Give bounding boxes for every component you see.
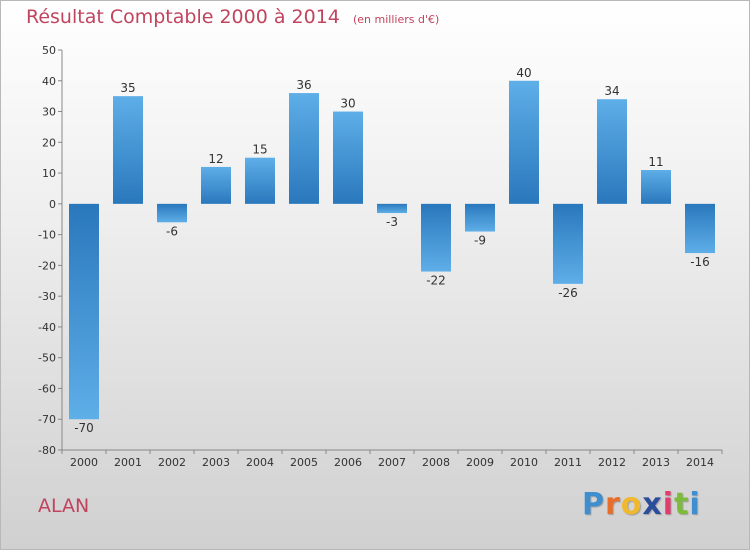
x-tick-label: 2007 — [378, 456, 406, 469]
value-label: 15 — [252, 143, 267, 157]
chart-unit: (en milliers d'€) — [352, 13, 440, 26]
value-label: 40 — [516, 66, 531, 80]
logo-letter: r — [605, 487, 621, 522]
x-tick-label: 2014 — [686, 456, 714, 469]
value-label: 12 — [208, 152, 223, 166]
x-tick-label: 2008 — [422, 456, 450, 469]
proxiti-logo: Proxiti — [582, 487, 701, 522]
logo-letter: P — [582, 487, 605, 522]
value-label: -70 — [74, 421, 94, 435]
bar — [157, 203, 187, 223]
chart-title-row: Résultat Comptable 2000 à 2014 (en milli… — [26, 6, 439, 28]
y-tick-label: 10 — [42, 167, 56, 180]
value-label: 36 — [296, 78, 311, 92]
x-tick-label: 2013 — [642, 456, 670, 469]
y-tick-label: -30 — [38, 290, 56, 303]
value-label: -26 — [558, 286, 578, 300]
y-tick-label: 40 — [42, 75, 56, 88]
y-tick-label: -10 — [38, 229, 56, 242]
y-tick-label: 50 — [42, 44, 56, 57]
bar — [289, 93, 319, 204]
bar — [465, 203, 495, 232]
x-tick-label: 2002 — [158, 456, 186, 469]
value-label: 30 — [340, 97, 355, 111]
y-tick-label: 30 — [42, 106, 56, 119]
x-tick-label: 2006 — [334, 456, 362, 469]
x-tick-label: 2012 — [598, 456, 626, 469]
value-label: -9 — [474, 234, 486, 248]
bar — [509, 80, 539, 204]
logo-letter: x — [642, 487, 663, 522]
chart-title: Résultat Comptable 2000 à 2014 — [26, 6, 340, 28]
y-tick-label: -60 — [38, 382, 56, 395]
bar — [333, 111, 363, 204]
value-label: -3 — [386, 215, 398, 229]
bar — [69, 203, 99, 420]
value-label: -16 — [690, 255, 710, 269]
value-label: 34 — [604, 84, 619, 98]
y-tick-label: -40 — [38, 321, 56, 334]
logo-letter: i — [689, 487, 701, 522]
y-tick-label: -80 — [38, 444, 56, 457]
bar — [201, 166, 231, 204]
x-tick-label: 2000 — [70, 456, 98, 469]
bar — [245, 157, 275, 204]
bar — [685, 203, 715, 254]
y-tick-label: 20 — [42, 136, 56, 149]
x-tick-label: 2009 — [466, 456, 494, 469]
bar — [113, 96, 143, 204]
x-tick-label: 2010 — [510, 456, 538, 469]
x-tick-label: 2004 — [246, 456, 274, 469]
x-tick-label: 2005 — [290, 456, 318, 469]
logo-letter: i — [662, 487, 675, 522]
logo-letter: t — [674, 487, 690, 522]
bar — [421, 203, 451, 272]
bar — [641, 170, 671, 204]
value-label: 35 — [120, 81, 135, 95]
y-tick-label: 0 — [49, 198, 56, 211]
commune-name: ALAN — [38, 495, 90, 517]
value-label: -22 — [426, 274, 446, 288]
y-tick-label: -50 — [38, 352, 56, 365]
y-tick-label: -20 — [38, 259, 56, 272]
logo-letter: o — [620, 487, 643, 522]
y-tick-label: -70 — [38, 413, 56, 426]
value-label: -6 — [166, 224, 178, 238]
x-tick-label: 2011 — [554, 456, 582, 469]
value-label: 11 — [648, 155, 663, 169]
bar — [377, 203, 407, 214]
bar — [597, 99, 627, 204]
x-tick-label: 2001 — [114, 456, 142, 469]
bar — [553, 203, 583, 284]
x-tick-label: 2003 — [202, 456, 230, 469]
